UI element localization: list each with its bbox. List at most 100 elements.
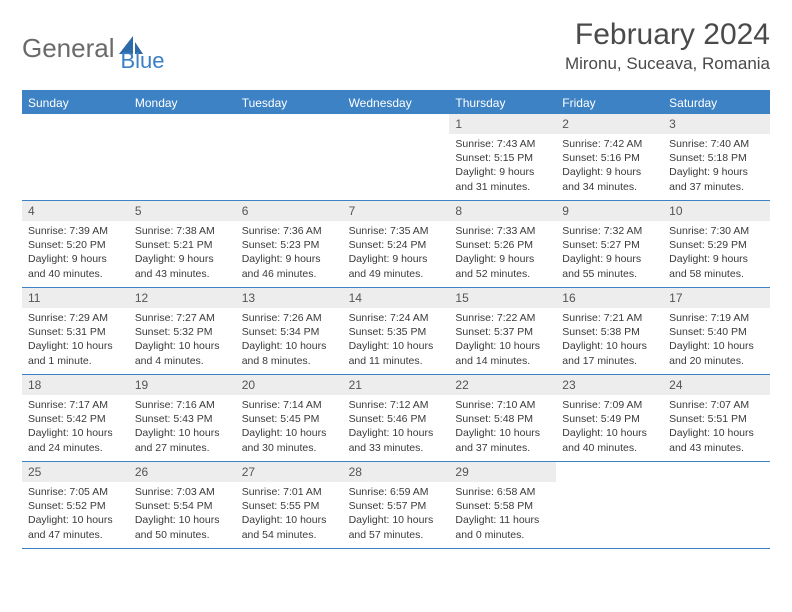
dow-mon: Monday	[129, 92, 236, 114]
sunset-text: Sunset: 5:38 PM	[562, 325, 657, 339]
day-number: 6	[236, 201, 343, 221]
day-cell: 4Sunrise: 7:39 AMSunset: 5:20 PMDaylight…	[22, 201, 129, 287]
sunrise-text: Sunrise: 7:40 AM	[669, 137, 764, 151]
day-cell: 9Sunrise: 7:32 AMSunset: 5:27 PMDaylight…	[556, 201, 663, 287]
day-body: Sunrise: 7:21 AMSunset: 5:38 PMDaylight:…	[556, 308, 663, 374]
daylight-text: Daylight: 10 hours and 50 minutes.	[135, 513, 230, 541]
header: General Blue February 2024 Mironu, Sucea…	[22, 18, 770, 74]
day-cell	[129, 114, 236, 200]
sunset-text: Sunset: 5:16 PM	[562, 151, 657, 165]
dow-wed: Wednesday	[343, 92, 450, 114]
daylight-text: Daylight: 9 hours and 40 minutes.	[28, 252, 123, 280]
daylight-text: Daylight: 10 hours and 37 minutes.	[455, 426, 550, 454]
dow-row: Sunday Monday Tuesday Wednesday Thursday…	[22, 92, 770, 114]
daylight-text: Daylight: 10 hours and 57 minutes.	[349, 513, 444, 541]
day-number: 3	[663, 114, 770, 134]
sunset-text: Sunset: 5:15 PM	[455, 151, 550, 165]
day-number: 7	[343, 201, 450, 221]
sunrise-text: Sunrise: 7:42 AM	[562, 137, 657, 151]
day-body: Sunrise: 7:42 AMSunset: 5:16 PMDaylight:…	[556, 134, 663, 200]
sunset-text: Sunset: 5:32 PM	[135, 325, 230, 339]
day-cell: 11Sunrise: 7:29 AMSunset: 5:31 PMDayligh…	[22, 288, 129, 374]
daylight-text: Daylight: 11 hours and 0 minutes.	[455, 513, 550, 541]
sunrise-text: Sunrise: 7:17 AM	[28, 398, 123, 412]
sunset-text: Sunset: 5:57 PM	[349, 499, 444, 513]
day-body: Sunrise: 7:30 AMSunset: 5:29 PMDaylight:…	[663, 221, 770, 287]
day-body: Sunrise: 7:43 AMSunset: 5:15 PMDaylight:…	[449, 134, 556, 200]
day-cell: 5Sunrise: 7:38 AMSunset: 5:21 PMDaylight…	[129, 201, 236, 287]
day-cell: 12Sunrise: 7:27 AMSunset: 5:32 PMDayligh…	[129, 288, 236, 374]
daylight-text: Daylight: 10 hours and 4 minutes.	[135, 339, 230, 367]
sunrise-text: Sunrise: 7:01 AM	[242, 485, 337, 499]
sunset-text: Sunset: 5:21 PM	[135, 238, 230, 252]
daylight-text: Daylight: 10 hours and 20 minutes.	[669, 339, 764, 367]
day-cell	[663, 462, 770, 548]
day-cell: 14Sunrise: 7:24 AMSunset: 5:35 PMDayligh…	[343, 288, 450, 374]
daylight-text: Daylight: 9 hours and 58 minutes.	[669, 252, 764, 280]
day-number: 28	[343, 462, 450, 482]
day-body: Sunrise: 7:40 AMSunset: 5:18 PMDaylight:…	[663, 134, 770, 200]
day-number: 1	[449, 114, 556, 134]
day-cell: 6 Sunrise: 7:36 AMSunset: 5:23 PMDaylight…	[236, 201, 343, 287]
day-body: Sunrise: 7:26 AMSunset: 5:34 PMDaylight:…	[236, 308, 343, 374]
day-cell: 15Sunrise: 7:22 AMSunset: 5:37 PMDayligh…	[449, 288, 556, 374]
sunrise-text: Sunrise: 7:10 AM	[455, 398, 550, 412]
sunrise-text: Sunrise: 7:39 AM	[28, 224, 123, 238]
sunset-text: Sunset: 5:23 PM	[242, 238, 337, 252]
daylight-text: Daylight: 10 hours and 47 minutes.	[28, 513, 123, 541]
daylight-text: Daylight: 9 hours and 52 minutes.	[455, 252, 550, 280]
day-number: 23	[556, 375, 663, 395]
daylight-text: Daylight: 9 hours and 31 minutes.	[455, 165, 550, 193]
day-cell: 18Sunrise: 7:17 AMSunset: 5:42 PMDayligh…	[22, 375, 129, 461]
sunset-text: Sunset: 5:42 PM	[28, 412, 123, 426]
sunset-text: Sunset: 5:35 PM	[349, 325, 444, 339]
week-row: 1Sunrise: 7:43 AMSunset: 5:15 PMDaylight…	[22, 114, 770, 201]
daylight-text: Daylight: 10 hours and 8 minutes.	[242, 339, 337, 367]
day-number: 9	[556, 201, 663, 221]
daylight-text: Daylight: 9 hours and 34 minutes.	[562, 165, 657, 193]
sunrise-text: Sunrise: 7:32 AM	[562, 224, 657, 238]
day-cell: 24Sunrise: 7:07 AMSunset: 5:51 PMDayligh…	[663, 375, 770, 461]
day-number: 10	[663, 201, 770, 221]
sunrise-text: Sunrise: 7:09 AM	[562, 398, 657, 412]
day-number: 19	[129, 375, 236, 395]
sunrise-text: Sunrise: 7:12 AM	[349, 398, 444, 412]
day-number: 17	[663, 288, 770, 308]
sunrise-text: Sunrise: 7:05 AM	[28, 485, 123, 499]
day-body: Sunrise: 7:27 AMSunset: 5:32 PMDaylight:…	[129, 308, 236, 374]
week-row: 4Sunrise: 7:39 AMSunset: 5:20 PMDaylight…	[22, 201, 770, 288]
month-title: February 2024	[565, 18, 770, 52]
day-cell: 7Sunrise: 7:35 AMSunset: 5:24 PMDaylight…	[343, 201, 450, 287]
sunset-text: Sunset: 5:46 PM	[349, 412, 444, 426]
day-body: Sunrise: 7:22 AMSunset: 5:37 PMDaylight:…	[449, 308, 556, 374]
day-body: Sunrise: 7:17 AMSunset: 5:42 PMDaylight:…	[22, 395, 129, 461]
sunset-text: Sunset: 5:58 PM	[455, 499, 550, 513]
sunrise-text: Sunrise: 7:03 AM	[135, 485, 230, 499]
day-cell: 20Sunrise: 7:14 AMSunset: 5:45 PMDayligh…	[236, 375, 343, 461]
sunset-text: Sunset: 5:52 PM	[28, 499, 123, 513]
day-number: 4	[22, 201, 129, 221]
day-body: Sunrise: 7:01 AMSunset: 5:55 PMDaylight:…	[236, 482, 343, 548]
title-block: February 2024 Mironu, Suceava, Romania	[565, 18, 770, 74]
day-cell: 16Sunrise: 7:21 AMSunset: 5:38 PMDayligh…	[556, 288, 663, 374]
sunset-text: Sunset: 5:51 PM	[669, 412, 764, 426]
daylight-text: Daylight: 9 hours and 43 minutes.	[135, 252, 230, 280]
day-body: Sunrise: 7:10 AMSunset: 5:48 PMDaylight:…	[449, 395, 556, 461]
week-row: 18Sunrise: 7:17 AMSunset: 5:42 PMDayligh…	[22, 375, 770, 462]
sunset-text: Sunset: 5:34 PM	[242, 325, 337, 339]
sunrise-text: Sunrise: 7:14 AM	[242, 398, 337, 412]
daylight-text: Daylight: 9 hours and 46 minutes.	[242, 252, 337, 280]
day-cell: 19Sunrise: 7:16 AMSunset: 5:43 PMDayligh…	[129, 375, 236, 461]
sunrise-text: Sunrise: 7:24 AM	[349, 311, 444, 325]
logo-text-general: General	[22, 33, 115, 64]
sunrise-text: Sunrise: 7:35 AM	[349, 224, 444, 238]
day-cell: 22Sunrise: 7:10 AMSunset: 5:48 PMDayligh…	[449, 375, 556, 461]
day-number	[556, 462, 663, 468]
week-row: 11Sunrise: 7:29 AMSunset: 5:31 PMDayligh…	[22, 288, 770, 375]
logo-text-blue: Blue	[121, 48, 165, 74]
sunset-text: Sunset: 5:29 PM	[669, 238, 764, 252]
sunset-text: Sunset: 5:45 PM	[242, 412, 337, 426]
day-body: Sunrise: 7:03 AMSunset: 5:54 PMDaylight:…	[129, 482, 236, 548]
sunrise-text: Sunrise: 7:36 AM	[242, 224, 337, 238]
sunrise-text: Sunrise: 6:58 AM	[455, 485, 550, 499]
